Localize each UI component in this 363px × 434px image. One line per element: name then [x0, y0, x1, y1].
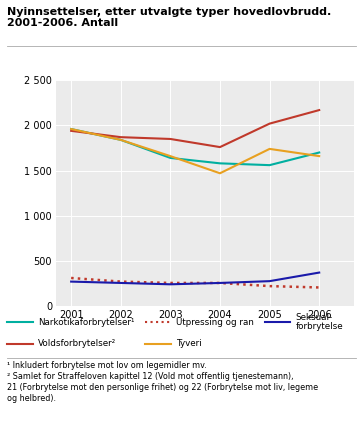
- Text: ¹ Inkludert forbrytelse mot lov om legemidler mv.
² Samlet for Straffeloven kapi: ¹ Inkludert forbrytelse mot lov om legem…: [7, 361, 318, 403]
- Text: 2001-2006. Antall: 2001-2006. Antall: [7, 18, 118, 28]
- Text: Voldsforbrytelser²: Voldsforbrytelser²: [38, 339, 117, 348]
- Text: Seksual-
forbrytelse: Seksual- forbrytelse: [296, 312, 343, 332]
- Text: Utpressing og ran: Utpressing og ran: [176, 318, 254, 326]
- Text: Nyinnsettelser, etter utvalgte typer hovedlovbrudd.: Nyinnsettelser, etter utvalgte typer hov…: [7, 7, 331, 16]
- Text: Tyveri: Tyveri: [176, 339, 202, 348]
- Text: Narkotikaforbrytelser¹: Narkotikaforbrytelser¹: [38, 318, 135, 326]
